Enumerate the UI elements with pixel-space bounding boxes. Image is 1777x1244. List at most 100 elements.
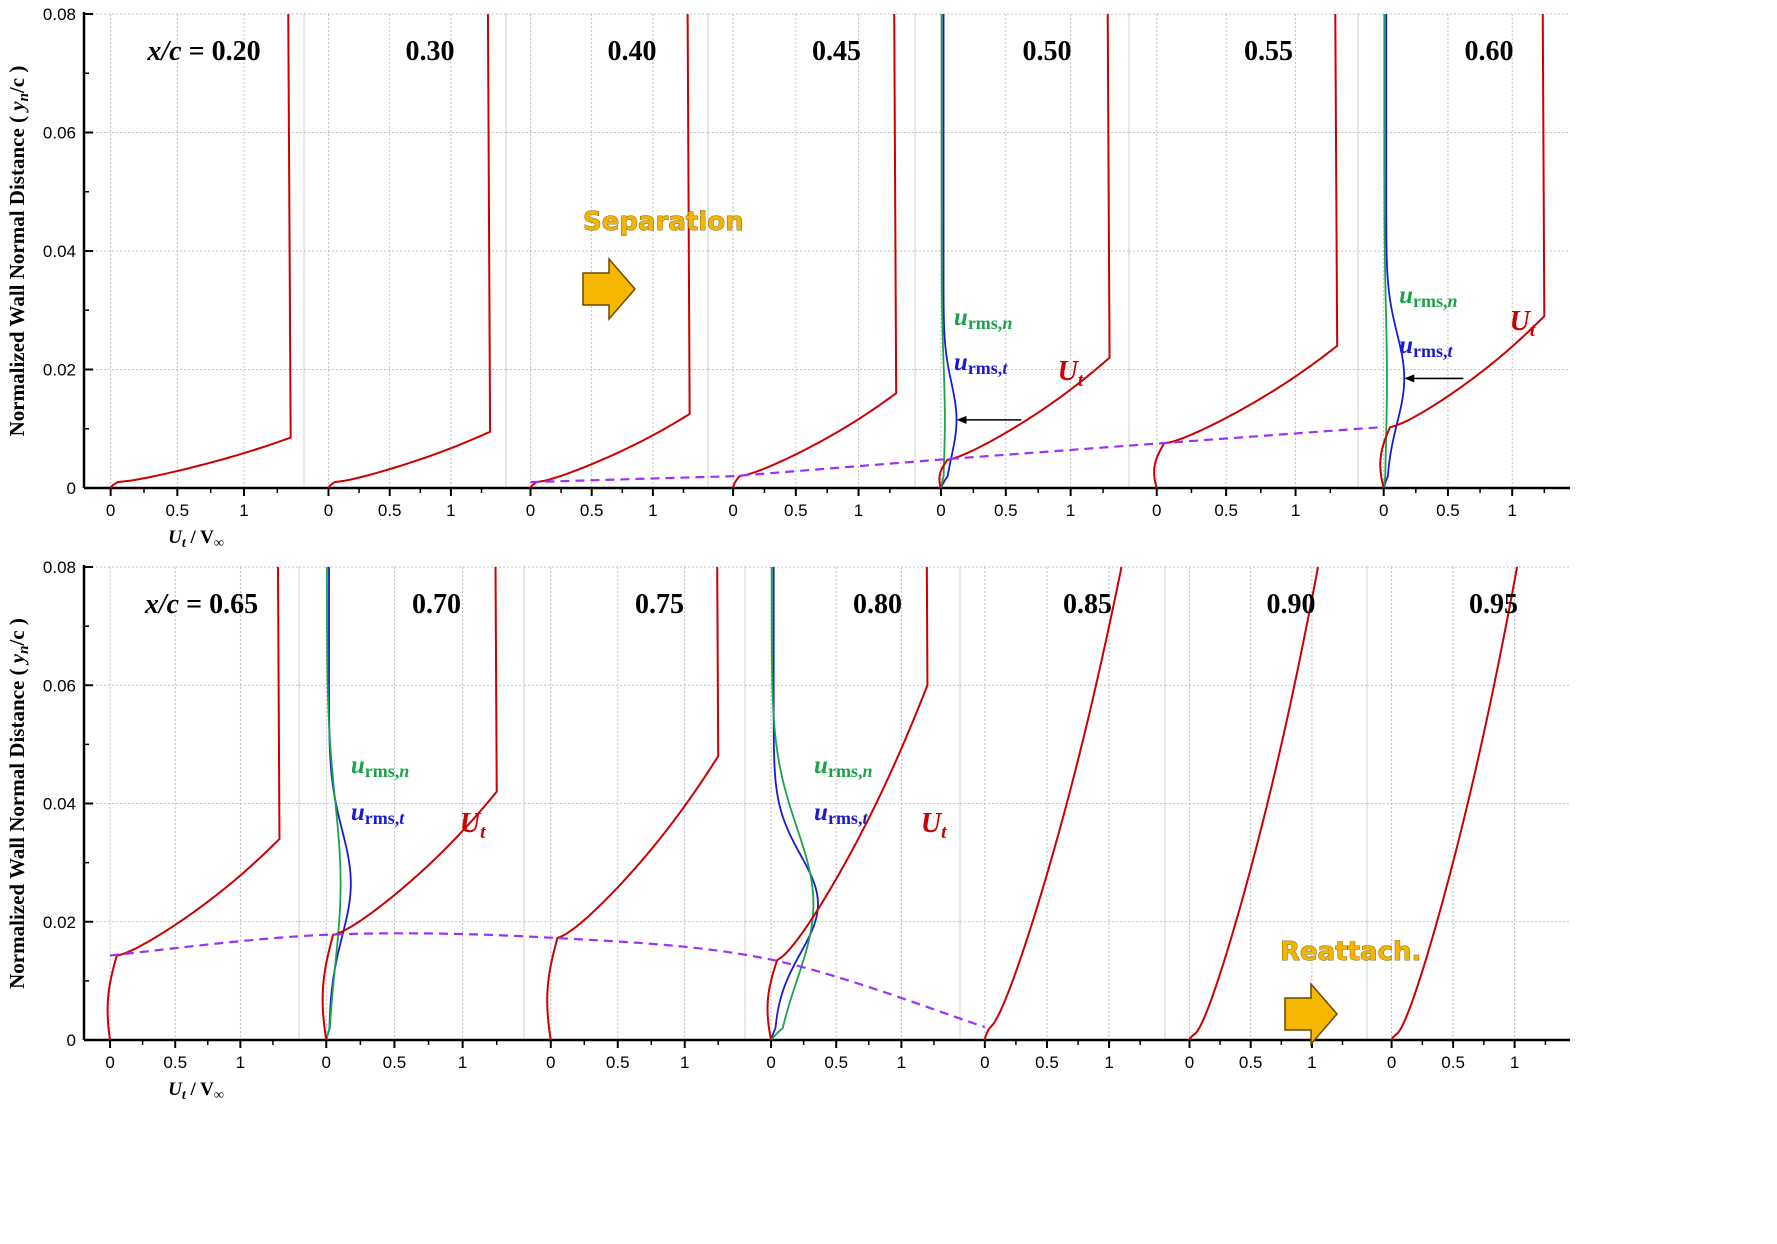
panel-0-6-u-t-line [1379, 13, 1546, 489]
panel-1-6-x-tick-label-0: 0 [1387, 1053, 1396, 1072]
panel-1-2-x-tick-label-1: 0.5 [606, 1053, 630, 1072]
panel-1-1-u-t-line [321, 566, 498, 1041]
panel-0-2-x-tick-label-2: 1 [648, 501, 657, 520]
panel-0-2-u-t-line [529, 13, 691, 489]
row-1-y-tick-label-0: 0 [67, 1031, 76, 1050]
row-1-y-tick-label-3: 0.06 [43, 676, 76, 695]
panel-1-3-x-tick-label-2: 1 [897, 1053, 906, 1072]
panel-1-4-u-t-line [983, 566, 1123, 1041]
panel-1-5-x-tick-label-2: 1 [1307, 1053, 1316, 1072]
row-1-x-axis-label: Ut / V∞ [168, 1079, 224, 1103]
panel-0-0-x-tick-label-0: 0 [106, 501, 115, 520]
annotation-reattach-arrow [1284, 981, 1338, 1047]
row-0-y-tick-label-1: 0.02 [43, 361, 76, 380]
panel-0-6-u-rms-t-label: urms,t [1399, 332, 1453, 361]
panel-1-6-u-t-line [1390, 566, 1519, 1041]
panel-1-3-u-t-line [766, 566, 929, 1041]
panel-0-0-x-tick-label-1: 0.5 [166, 501, 190, 520]
panel-1-3-u-rms-n-line [770, 566, 815, 1041]
panel-1-2-title: 0.75 [635, 589, 684, 620]
panel-0-4-x-tick-label-0: 0 [936, 501, 945, 520]
panel-1-2-x-tick-label-2: 1 [680, 1053, 689, 1072]
panel-0-4-u-t-label: Ut [1058, 356, 1084, 391]
panel-1-3-title: 0.80 [853, 589, 902, 620]
panel-0-5-x-tick-label-2: 1 [1291, 501, 1300, 520]
panel-1-5-x-tick-label-1: 0.5 [1239, 1053, 1263, 1072]
panel-1-6-x-tick-label-1: 0.5 [1441, 1053, 1465, 1072]
panel-0-4-x-tick-label-2: 1 [1066, 501, 1075, 520]
panel-0-3-u-t-line [732, 13, 898, 489]
row-0-y-tick-label-2: 0.04 [43, 242, 76, 261]
panel-0-4-arrow-head [956, 415, 967, 424]
row-0-y-tick-label-0: 0 [67, 479, 76, 498]
panel-1-0-x-tick-label-0: 0 [105, 1053, 114, 1072]
panel-1-3-u-t-label: Ut [921, 808, 947, 843]
panel-0-6-u-rms-t-line [1382, 14, 1406, 489]
row-0-x-axis-label: Ut / V∞ [168, 527, 224, 551]
panel-1-6-title: 0.95 [1469, 589, 1518, 620]
panel-0-6-x-tick-label-2: 1 [1507, 501, 1516, 520]
annotation-separation-arrow [582, 256, 636, 322]
row-1-y-tick-label-1: 0.02 [43, 913, 76, 932]
panel-0-3-title: 0.45 [812, 36, 861, 67]
panel-0-5-x-tick-label-0: 0 [1152, 501, 1161, 520]
row-0-y-tick-label-3: 0.06 [43, 124, 76, 143]
panel-0-4-u-rms-t-label: urms,t [954, 349, 1008, 378]
panel-0-1-u-t-line [327, 13, 492, 489]
panel-0-4-u-rms-t-line [940, 14, 958, 489]
panel-1-5-title: 0.90 [1267, 589, 1316, 620]
panel-0-2-x-tick-label-0: 0 [526, 501, 535, 520]
separation-line-layer [109, 425, 1384, 1029]
panel-1-0-title: x/c = 0.65 [144, 589, 258, 620]
panel-0-5-title: 0.55 [1244, 36, 1293, 67]
annotation-separation-label: Separation [583, 207, 744, 237]
panel-1-1-x-tick-label-1: 0.5 [383, 1053, 407, 1072]
panel-0-3-x-tick-label-0: 0 [728, 501, 737, 520]
panel-1-3-u-rms-t-label: urms,t [814, 799, 868, 828]
annotation-reattach-label: Reattach. [1280, 937, 1421, 967]
panel-1-6-x-tick-label-2: 1 [1510, 1053, 1519, 1072]
row-1-y-axis-label: Normalized Wall Normal Distance ( yn/c ) [5, 618, 32, 989]
panel-0-6-x-tick-label-0: 0 [1379, 501, 1388, 520]
panel-0-4-x-tick-label-1: 0.5 [994, 501, 1018, 520]
panel-1-3-x-tick-label-0: 0 [766, 1053, 775, 1072]
text-layer: 0 0.5 1 x/c = 0.20 0 0.5 1 0.30 0 0.5 1 0.40 0 0.5 1 0.… [5, 5, 1536, 1103]
panel-1-1-u-t-label: Ut [460, 808, 486, 843]
panel-0-6-x-tick-label-1: 0.5 [1436, 501, 1460, 520]
row-0-y-tick-label-4: 0.08 [43, 5, 76, 24]
panel-1-1-u-rms-n-label: urms,n [351, 752, 409, 781]
panel-1-0-u-t-line [106, 566, 281, 1041]
panel-0-0-u-t-line [109, 13, 292, 489]
panel-0-1-title: 0.30 [406, 36, 455, 67]
panel-0-1-x-tick-label-1: 0.5 [378, 501, 402, 520]
panel-0-4-u-rms-n-line [940, 14, 946, 489]
panel-1-0-x-tick-label-1: 0.5 [163, 1053, 187, 1072]
panel-0-6-u-rms-n-label: urms,n [1399, 282, 1457, 311]
panel-1-1-u-rms-t-label: urms,t [351, 799, 405, 828]
separation-line-bottom [109, 932, 986, 1029]
panel-1-2-u-t-line [546, 566, 720, 1041]
panel-0-3-x-tick-label-2: 1 [854, 501, 863, 520]
panel-1-0-x-tick-label-2: 1 [236, 1053, 245, 1072]
panel-1-3-u-rms-t-line [770, 567, 819, 1041]
panel-1-1-title: 0.70 [412, 589, 461, 620]
panel-0-0-title: x/c = 0.20 [146, 36, 260, 67]
row-1-y-tick-label-2: 0.04 [43, 795, 76, 814]
panel-1-2-x-tick-label-0: 0 [546, 1053, 555, 1072]
panel-1-5-u-t-line [1188, 566, 1320, 1041]
panel-1-3-x-tick-label-1: 0.5 [824, 1053, 848, 1072]
panel-0-2-x-tick-label-1: 0.5 [580, 501, 604, 520]
row-0-y-axis-label: Normalized Wall Normal Distance ( yn/c ) [5, 66, 32, 437]
panel-0-4-title: 0.50 [1023, 36, 1072, 67]
panel-1-4-title: 0.85 [1063, 589, 1112, 620]
panel-0-5-u-t-line [1153, 13, 1339, 489]
panel-0-1-x-tick-label-2: 1 [446, 501, 455, 520]
panel-1-4-x-tick-label-2: 1 [1104, 1053, 1113, 1072]
panel-0-4-u-rms-n-label: urms,n [954, 304, 1012, 333]
separation-line-top [530, 425, 1384, 484]
panel-0-6-title: 0.60 [1465, 36, 1514, 67]
panel-0-6-u-rms-n-line [1382, 14, 1388, 489]
panel-0-4-u-t-line [938, 13, 1111, 489]
panel-1-4-x-tick-label-1: 0.5 [1035, 1053, 1059, 1072]
panel-0-5-x-tick-label-1: 0.5 [1214, 501, 1238, 520]
